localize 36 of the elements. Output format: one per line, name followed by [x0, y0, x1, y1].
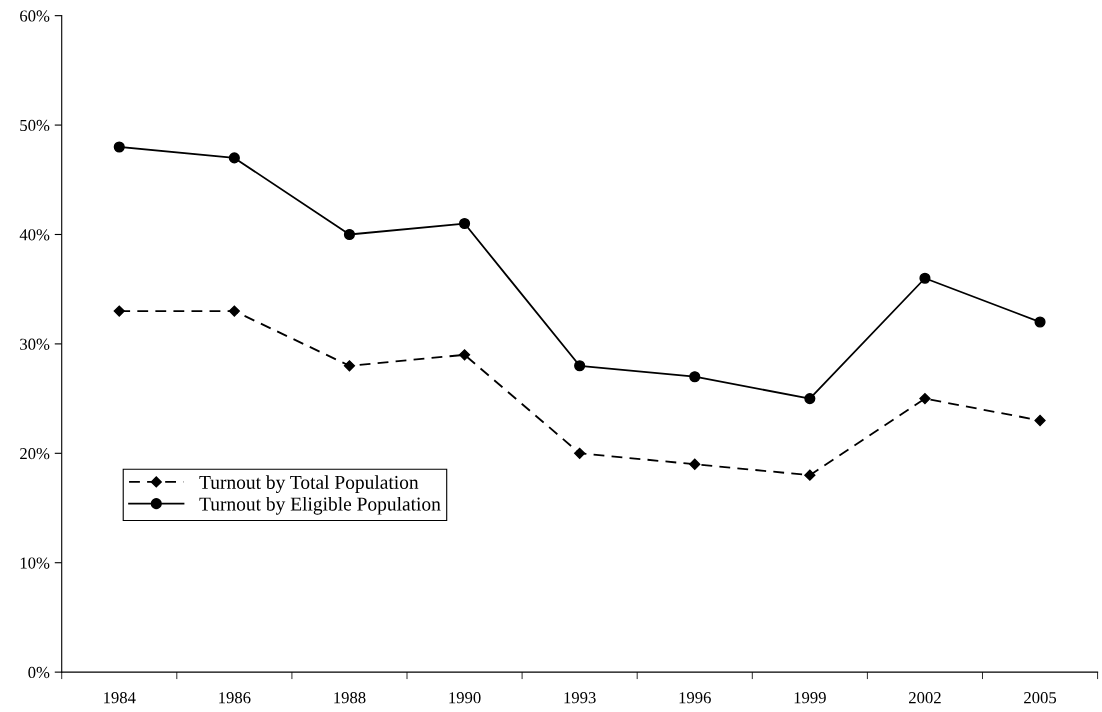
point	[1034, 414, 1046, 427]
x-tick-label: 2005	[1024, 692, 1057, 704]
point	[228, 305, 240, 317]
x-tick-label: 1990	[449, 692, 481, 704]
point	[228, 152, 240, 164]
point	[574, 447, 586, 459]
y-tick-label: 30%	[20, 338, 50, 350]
x-tick-label: 2002	[909, 692, 941, 704]
y-tick-label: 0%	[28, 666, 50, 679]
point	[574, 360, 586, 372]
point	[113, 305, 125, 317]
x-tick-label: 1984	[104, 692, 136, 704]
y-tick-label: 60%	[20, 10, 50, 22]
point	[458, 217, 471, 230]
legend-label: Turnout by Eligible Population	[199, 496, 441, 515]
legend-label: Turnout by Total Population	[199, 475, 419, 493]
y-tick-label: 10%	[20, 557, 50, 569]
point	[113, 141, 125, 153]
point	[343, 360, 356, 372]
x-tick-label: 1986	[219, 692, 251, 704]
x-tick-label: 1988	[334, 692, 366, 704]
point	[919, 392, 931, 405]
x-tick-label: 1993	[564, 692, 596, 704]
y-tick-label: 50%	[20, 119, 50, 132]
point	[1034, 316, 1046, 328]
point	[689, 458, 701, 470]
y-tick-label: 20%	[20, 448, 50, 460]
point	[458, 349, 471, 361]
point	[343, 228, 356, 241]
point	[689, 371, 701, 383]
point	[919, 272, 931, 284]
x-tick-label: 1999	[794, 692, 826, 704]
point	[804, 469, 816, 481]
point	[804, 393, 816, 405]
y-tick-label: 40%	[19, 229, 50, 241]
x-tick-label: 1996	[679, 692, 711, 704]
